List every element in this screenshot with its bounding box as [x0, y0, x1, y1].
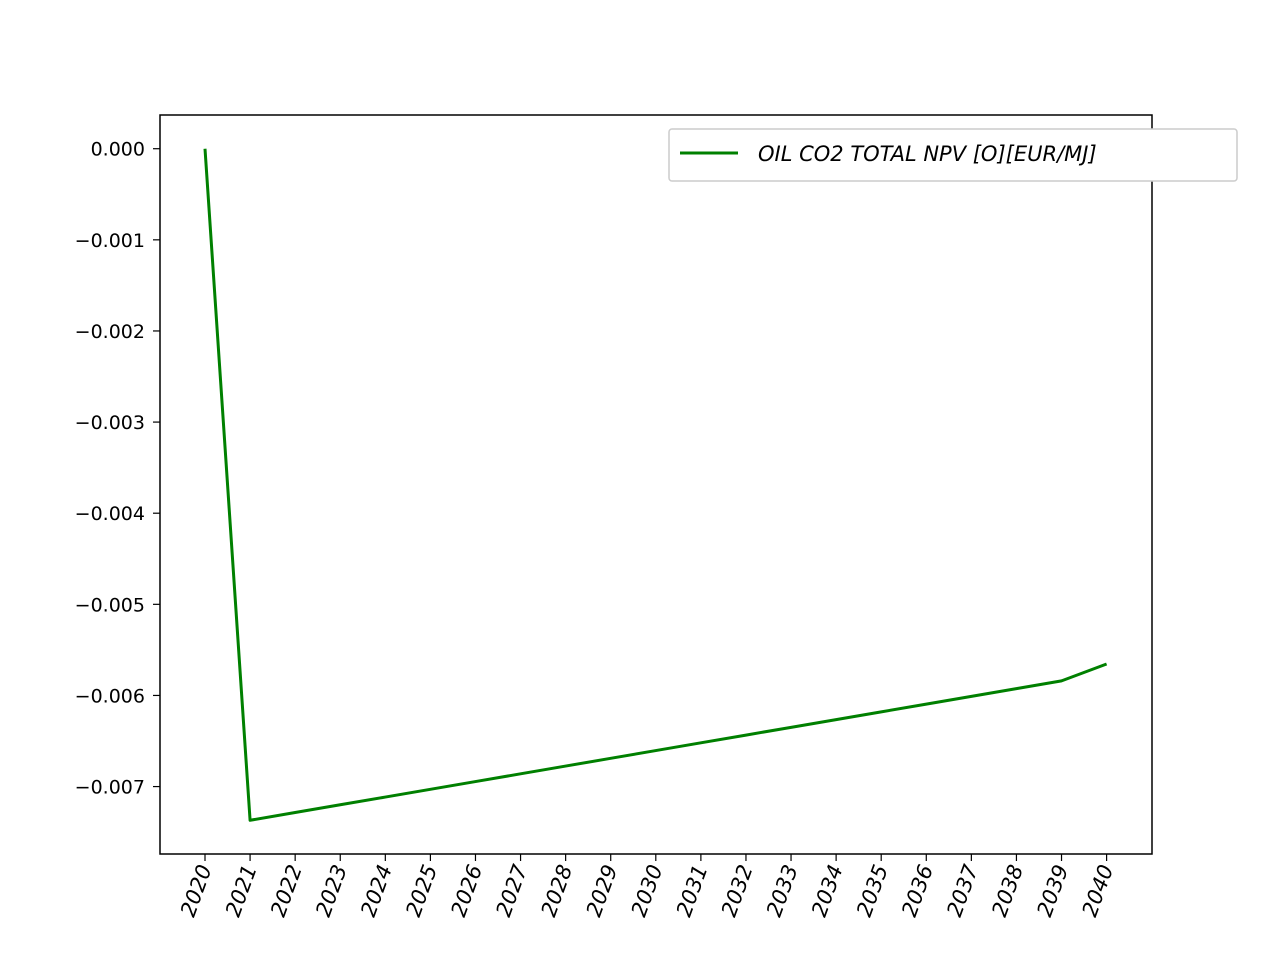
plot-area — [159, 114, 1153, 855]
x-tick-label: 2026 — [446, 862, 487, 920]
x-tick-label: 2030 — [627, 862, 668, 920]
legend: OIL CO2 TOTAL NPV [O][EUR/MJ] — [668, 128, 1238, 182]
x-tick-label: 2023 — [311, 862, 352, 920]
series-layer — [203, 148, 1108, 822]
x-tick-label: 2040 — [1077, 862, 1118, 920]
y-tick-label: −0.003 — [75, 412, 145, 434]
x-tick-label: 2032 — [717, 862, 758, 920]
legend-label: OIL CO2 TOTAL NPV [O][EUR/MJ] — [758, 142, 1097, 166]
y-tick-label: 0.000 — [91, 139, 145, 161]
x-tick-label: 2037 — [942, 861, 983, 920]
x-tick-label: 2036 — [897, 862, 938, 920]
x-tick-label: 2035 — [852, 862, 893, 920]
y-axis: 0.000 −0.001 −0.002 −0.003 −0.004 −0.005 −0.00… — [75, 139, 160, 799]
y-tick-label: −0.004 — [75, 503, 145, 525]
x-tick-label: 2024 — [356, 862, 397, 920]
x-tick-label: 2034 — [807, 862, 848, 920]
x-tick-label: 2027 — [491, 861, 532, 920]
x-tick-label: 2031 — [672, 862, 713, 920]
x-tick-label: 2028 — [537, 862, 578, 920]
series-line — [203, 148, 1108, 822]
x-tick-label: 2038 — [987, 862, 1028, 920]
y-tick-label: −0.006 — [75, 685, 145, 707]
x-tick-label: 2021 — [221, 862, 262, 920]
legend-box — [668, 128, 1238, 182]
x-tick-label: 2039 — [1032, 862, 1073, 920]
x-tick-label: 2029 — [582, 862, 623, 920]
y-tick-label: −0.007 — [75, 777, 145, 799]
y-tick-label: −0.005 — [75, 594, 145, 616]
y-tick-label: −0.001 — [75, 230, 145, 252]
x-tick-label: 2020 — [176, 862, 217, 920]
x-axis: 2020 2021 2022 2023 2024 2025 2026 2027 2028 2029… — [176, 854, 1118, 920]
y-tick-label: −0.002 — [75, 321, 145, 343]
x-tick-label: 2033 — [762, 862, 803, 920]
x-tick-label: 2025 — [401, 862, 442, 920]
x-tick-label: 2022 — [266, 862, 307, 920]
